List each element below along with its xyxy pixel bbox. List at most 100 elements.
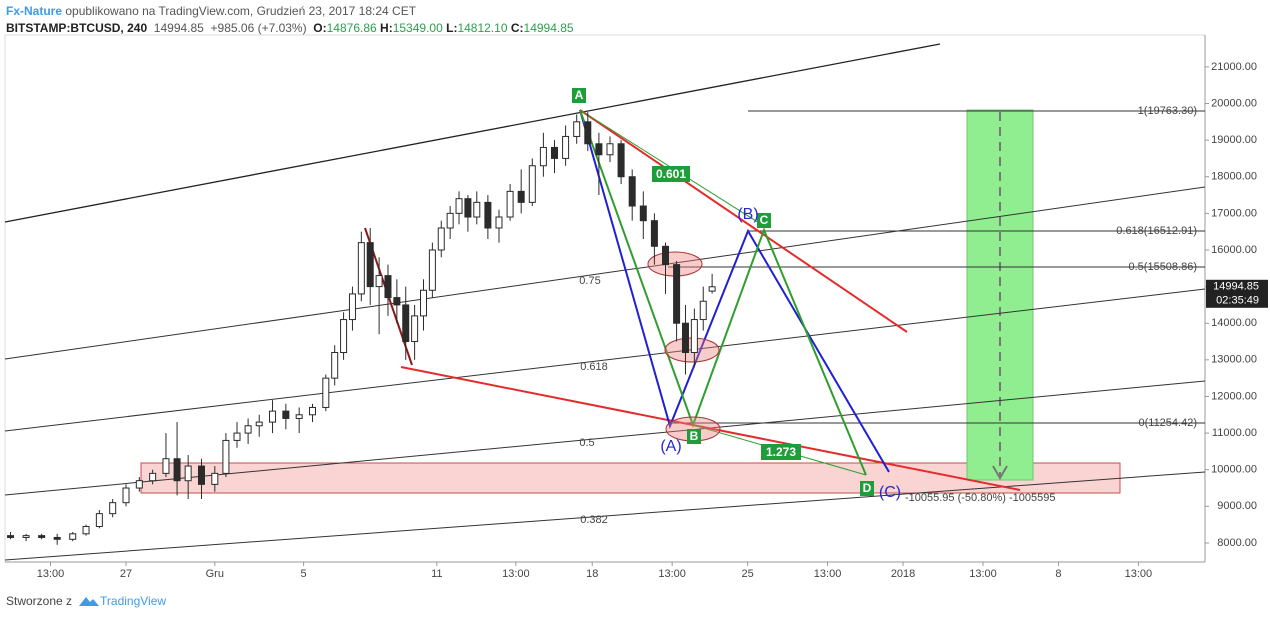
candle-body <box>595 143 603 156</box>
h-label: H: <box>380 21 393 35</box>
abc-wave <box>579 109 890 473</box>
point-label: D <box>863 481 872 495</box>
candle-body <box>322 377 330 408</box>
candle-body <box>244 425 252 434</box>
candle-body <box>562 135 570 159</box>
fib-level-label: 0(11254.42) <box>1138 417 1197 429</box>
candle-body <box>82 525 90 535</box>
candle-body <box>173 458 181 482</box>
harmonic-pattern <box>579 109 867 476</box>
x-tick-label: 13:00 <box>969 568 997 580</box>
l-value: 14812.10 <box>457 21 508 35</box>
y-tick-label: 13000.00 <box>1211 354 1257 366</box>
candle-body <box>517 190 525 203</box>
candle-body <box>295 414 303 419</box>
candle-body <box>109 502 117 515</box>
o-label: O: <box>313 21 327 35</box>
candle-body <box>402 304 410 343</box>
x-tick-label: 13:00 <box>502 568 530 580</box>
candle-body <box>384 275 392 299</box>
candle-body <box>455 198 463 214</box>
header: Fx-Nature opublikowano na TradingView.co… <box>6 3 574 37</box>
x-tick-label: 8 <box>1055 568 1061 580</box>
candle-body <box>420 289 428 317</box>
candle-body <box>617 143 625 178</box>
fib-level-label: 0.5(15508.86) <box>1129 261 1198 273</box>
point-label: A <box>575 88 584 102</box>
author[interactable]: Fx-Nature <box>6 4 63 18</box>
candle-body <box>628 176 636 207</box>
fib-ratio: 0.618 <box>580 361 608 373</box>
candle-body <box>673 264 681 324</box>
quote-line: BITSTAMP:BTCUSD, 240 14994.85 +985.06 (+… <box>6 20 574 37</box>
candle-body <box>22 535 30 538</box>
x-tick-label: 13:00 <box>658 568 686 580</box>
annotations: A 0.601 C (B) 0.75 0.618 0.5 0.382 (A) B… <box>572 88 1197 526</box>
published: opublikowano na TradingView.com, Grudzie… <box>65 4 417 18</box>
chart: A 0.601 C (B) 0.75 0.618 0.5 0.382 (A) B… <box>4 34 1268 580</box>
x-tick-label: 25 <box>742 568 754 580</box>
c-label: C: <box>510 21 524 35</box>
candle-body <box>122 487 130 504</box>
candle-body <box>38 535 46 538</box>
y-tick-label: 9000.00 <box>1217 500 1257 512</box>
y-tick-label: 19000.00 <box>1211 134 1257 146</box>
candle-body <box>95 513 103 527</box>
change: +985.06 (+7.03%) <box>210 21 307 35</box>
arrow-head <box>992 465 1008 480</box>
candle-body <box>184 465 192 482</box>
candle-body <box>708 286 716 292</box>
candle-body <box>348 293 356 321</box>
candle-body <box>650 220 658 247</box>
candle-body <box>69 533 77 540</box>
wave-label: (A) <box>660 438 681 455</box>
label-box <box>652 166 690 182</box>
last: 14994.85 <box>153 21 204 35</box>
price-tag <box>1206 279 1268 308</box>
x-tick-label: 18 <box>586 568 598 580</box>
x-tick-label: 27 <box>120 568 132 580</box>
candle-body <box>495 216 503 229</box>
candle-body <box>428 249 436 291</box>
candle-body <box>528 165 536 203</box>
ratio-label: 0.601 <box>656 167 686 181</box>
candle-body <box>308 406 316 416</box>
candle-body <box>255 421 263 427</box>
candle-body <box>393 297 401 306</box>
wave-label: (B) <box>737 206 758 223</box>
x-tick-label: 2018 <box>891 568 915 580</box>
candle-body <box>162 458 170 474</box>
brand[interactable]: TradingView <box>100 594 167 608</box>
candle-body <box>484 201 492 229</box>
candle-body <box>690 319 698 354</box>
fib-ratio: 0.5 <box>579 437 594 449</box>
header-line: Fx-Nature opublikowano na TradingView.co… <box>6 3 574 20</box>
y-tick-label: 20000.00 <box>1211 97 1257 109</box>
l-label: L: <box>446 21 458 35</box>
candle-body <box>135 480 143 489</box>
label-box <box>761 444 801 460</box>
point-label: B <box>690 429 699 443</box>
x-tick-label: 13:00 <box>1125 568 1153 580</box>
candle-body <box>340 319 348 354</box>
candle-body <box>366 242 374 288</box>
y-tick-label: 11000.00 <box>1212 427 1257 439</box>
label-box <box>757 213 771 228</box>
candle-body <box>506 190 514 218</box>
y-tick-label: 10000.00 <box>1211 464 1257 476</box>
wave-label: (C) <box>879 484 901 501</box>
label-box <box>687 429 701 444</box>
candle-body <box>446 212 454 229</box>
candle-body <box>7 535 15 538</box>
axes: 8000.00 9000.00 10000.00 11000.00 12000.00 13… <box>37 61 1268 580</box>
candle-body <box>269 410 277 423</box>
candle-body <box>222 439 230 474</box>
y-tick-label: 8000.00 <box>1217 537 1257 549</box>
fib-ratio: 0.382 <box>580 514 608 526</box>
x-tick-label: 13:00 <box>37 568 65 580</box>
candle-body <box>357 242 365 295</box>
candle-body <box>539 146 547 167</box>
y-tick-label: 16000.00 <box>1211 244 1257 256</box>
countdown-label: 02:35:49 <box>1216 295 1259 307</box>
